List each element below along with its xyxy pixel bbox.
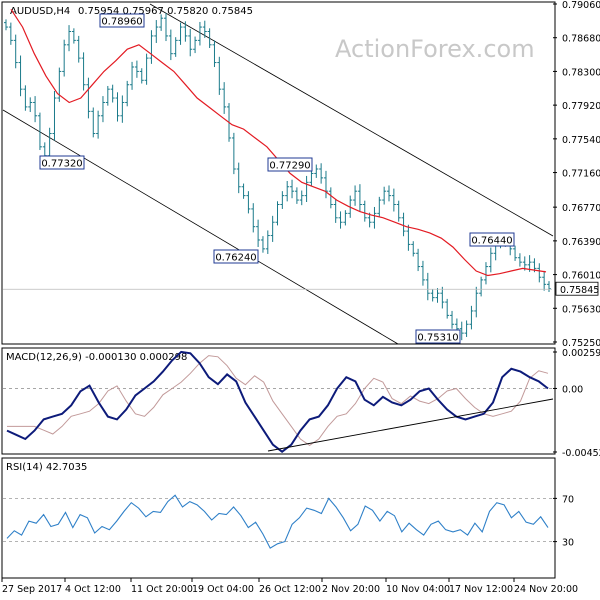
price-y-tick-label: 0.76770 bbox=[562, 203, 600, 214]
rsi-line bbox=[6, 494, 549, 549]
macd-y-tick-label: 0.002595 bbox=[562, 348, 600, 359]
price-annotation-box bbox=[99, 13, 145, 28]
price-annotation-label: 0.76240 bbox=[215, 253, 256, 264]
rsi-title: RSI(14) 42.7035 bbox=[6, 462, 87, 473]
x-tick-label: 11 Oct 20:00 bbox=[131, 584, 193, 595]
channel-upper-line bbox=[149, 3, 554, 237]
x-tick-label: 19 Oct 04:00 bbox=[192, 584, 254, 595]
x-tick-label: 24 Nov 20:00 bbox=[514, 584, 578, 595]
macd-title: MACD(12,26,9) -0.000130 0.000298 bbox=[6, 352, 187, 363]
x-tick-label: 10 Nov 04:00 bbox=[386, 584, 450, 595]
price-annotation-label: 0.78960 bbox=[101, 17, 142, 28]
price-annotation-box bbox=[469, 232, 515, 247]
macd-y-tick-label: -0.004522 bbox=[562, 448, 600, 459]
price-y-tick-label: 0.79060 bbox=[562, 0, 600, 11]
channel-lower-line bbox=[2, 109, 399, 345]
rsi-y-tick-label: 30 bbox=[562, 538, 574, 549]
price-annotation-box bbox=[213, 249, 259, 264]
x-tick-label: 27 Sep 2017 bbox=[2, 584, 62, 595]
x-tick-label: 4 Oct 12:00 bbox=[65, 584, 121, 595]
last-price-label: 0.75845 bbox=[560, 285, 599, 296]
price-annotation-label: 0.77290 bbox=[269, 161, 310, 172]
x-tick-label: 2 Nov 20:00 bbox=[322, 584, 380, 595]
price-y-tick-label: 0.77920 bbox=[562, 101, 600, 112]
price-y-tick-label: 0.77160 bbox=[562, 169, 600, 180]
last-price-box bbox=[555, 281, 599, 296]
price-y-tick-label: 0.78300 bbox=[562, 67, 600, 78]
price-annotation-box bbox=[39, 155, 85, 170]
x-tick-label: 17 Nov 12:00 bbox=[449, 584, 513, 595]
macd-line bbox=[6, 350, 549, 453]
price-annotation-label: 0.75310 bbox=[417, 333, 458, 344]
macd-signal-line bbox=[7, 355, 549, 447]
rsi-panel bbox=[1, 457, 556, 579]
chart-ohlc: 0.75954 0.75967 0.75820 0.75845 bbox=[78, 6, 253, 17]
macd-panel bbox=[1, 347, 556, 455]
price-y-tick-label: 0.77540 bbox=[562, 135, 600, 146]
price-y-tick-label: 0.78680 bbox=[562, 34, 600, 45]
price-y-tick-label: 0.75250 bbox=[562, 338, 600, 349]
price-annotation-box bbox=[267, 157, 313, 172]
rsi-y-tick-label: 70 bbox=[562, 494, 574, 505]
macd-y-tick-label: 0.00 bbox=[562, 384, 583, 395]
price-y-tick-label: 0.75630 bbox=[562, 304, 600, 315]
watermark: ActionForex.com bbox=[335, 35, 535, 63]
price-annotation-label: 0.77320 bbox=[41, 159, 82, 170]
x-tick-label: 26 Oct 12:00 bbox=[259, 584, 321, 595]
price-y-tick-label: 0.76390 bbox=[562, 237, 600, 248]
price-y-tick-label: 0.76010 bbox=[562, 271, 600, 282]
macd-trendline bbox=[267, 398, 554, 452]
chart-title: AUDUSD,H4 bbox=[10, 6, 70, 17]
price-annotation-label: 0.76440 bbox=[471, 236, 512, 247]
price-annotation-box bbox=[415, 329, 461, 344]
